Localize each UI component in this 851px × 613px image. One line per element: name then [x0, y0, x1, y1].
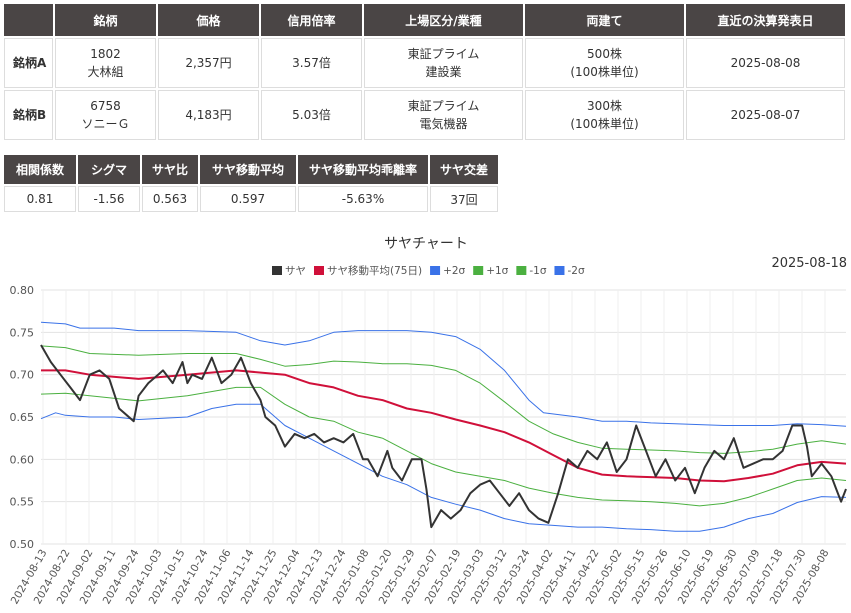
legend-label: サヤ [285, 265, 306, 277]
stock-code: 6758 [90, 99, 121, 113]
stock-name: ソニーＧ [81, 117, 130, 131]
earnings-date-cell: 2025-08-07 [686, 90, 845, 140]
stats-values: 0.81 -1.56 0.563 0.597 -5.63% 37回 [4, 186, 498, 212]
stat-deviation: -5.63% [298, 186, 428, 212]
stock-cell[interactable]: 6758 ソニーＧ [55, 90, 156, 140]
x-axis: 2024-08-132024-08-222024-09-022024-09-11… [9, 547, 832, 606]
legend-swatch [516, 266, 527, 275]
y-tick-label: 0.75 [10, 326, 35, 339]
legend-label: サヤ移動平均(75日) [327, 264, 422, 277]
sector: 建設業 [425, 65, 462, 79]
pair-table: 銘柄 価格 信用倍率 上場区分/業種 両建て 直近の決算発表日 銘柄A 1802… [2, 2, 847, 142]
stat-header-deviation: サヤ移動平均乖離率 [298, 155, 428, 184]
y-tick-label: 0.65 [10, 411, 35, 424]
header-earnings-date: 直近の決算発表日 [686, 4, 845, 36]
margin-ratio-cell: 3.57倍 [261, 38, 362, 88]
y-tick-label: 0.70 [10, 369, 35, 382]
market: 東証プライム [407, 99, 480, 113]
stat-sigma: -1.56 [78, 186, 140, 212]
chart-date: 2025-08-18 [771, 256, 847, 271]
stat-header-cross: サヤ交差 [430, 155, 498, 184]
stock-name: 大林組 [87, 65, 124, 79]
stat-header-ratio: サヤ比 [142, 155, 198, 184]
stats-header: 相関係数 シグマ サヤ比 サヤ移動平均 サヤ移動平均乖離率 サヤ交差 [4, 155, 498, 184]
header-hedge: 両建て [525, 4, 684, 36]
y-tick-label: 0.55 [10, 496, 35, 509]
legend-label: +2σ [443, 265, 465, 277]
header-margin-ratio: 信用倍率 [261, 4, 362, 36]
series-line--2σ [40, 403, 847, 532]
hedge-unit: (100株単位) [570, 117, 639, 131]
hedge-shares: 300株 [587, 99, 622, 113]
series-line-サヤ移動平均(75日) [41, 369, 847, 483]
legend-swatch [272, 266, 282, 275]
row-label: 銘柄A [4, 38, 53, 88]
hedge-unit: (100株単位) [570, 65, 639, 79]
market: 東証プライム [407, 47, 480, 61]
pair-table-header: 銘柄 価格 信用倍率 上場区分/業種 両建て 直近の決算発表日 [4, 4, 845, 36]
stat-header-sigma: シグマ [78, 155, 140, 184]
series-line-+1σ [40, 345, 847, 454]
header-market-sector: 上場区分/業種 [364, 4, 523, 36]
chart-title: サヤチャート [384, 236, 468, 252]
price-cell: 4,183円 [158, 90, 259, 140]
hedge-cell: 500株 (100株単位) [525, 38, 684, 88]
header-stock: 銘柄 [55, 4, 156, 36]
y-tick-label: 0.60 [10, 453, 35, 466]
legend-swatch [430, 266, 441, 275]
stat-header-moving-average: サヤ移動平均 [200, 155, 296, 184]
legend-label: -1σ [529, 265, 546, 277]
stock-cell[interactable]: 1802 大林組 [55, 38, 156, 88]
market-sector-cell: 東証プライム 電気機器 [364, 90, 523, 140]
legend-swatch [314, 266, 324, 275]
stock-row-a: 銘柄A 1802 大林組 2,357円 3.57倍 東証プライム 建設業 500株 (… [4, 38, 845, 88]
y-tick-label: 0.80 [10, 284, 35, 297]
price-cell: 2,357円 [158, 38, 259, 88]
stat-ratio: 0.563 [142, 186, 198, 212]
y-tick-label: 0.50 [10, 538, 35, 551]
series-line-サヤ [40, 344, 847, 529]
header-empty [4, 4, 53, 36]
legend-swatch [554, 266, 565, 275]
chart-legend: サヤ サヤ移動平均(75日) +2σ +1σ -1σ -2σ [272, 264, 585, 277]
series-line-+2σ [40, 321, 847, 427]
spread-chart: サヤチャート 2025-08-18 サヤ サヤ移動平均(75日) +2σ +1σ -1σ… [9, 236, 847, 606]
stat-header-correlation: 相関係数 [4, 155, 76, 184]
stats-table: 相関係数 シグマ サヤ比 サヤ移動平均 サヤ移動平均乖離率 サヤ交差 0.81 … [2, 153, 500, 214]
market-sector-cell: 東証プライム 建設業 [364, 38, 523, 88]
y-axis: 0.50 0.55 0.60 0.65 0.70 0.75 0.80 [10, 284, 35, 551]
legend-label: -2σ [567, 265, 584, 277]
legend-label: +1σ [486, 265, 508, 277]
stock-row-b: 銘柄B 6758 ソニーＧ 4,183円 5.03倍 東証プライム 電気機器 300… [4, 90, 845, 140]
chart-lines [40, 321, 847, 532]
hedge-cell: 300株 (100株単位) [525, 90, 684, 140]
stock-code: 1802 [90, 47, 121, 61]
earnings-date-cell: 2025-08-08 [686, 38, 845, 88]
header-price: 価格 [158, 4, 259, 36]
series-line--1σ [40, 386, 847, 507]
stat-cross: 37回 [430, 186, 498, 212]
stat-moving-average: 0.597 [200, 186, 296, 212]
row-label: 銘柄B [4, 90, 53, 140]
margin-ratio-cell: 5.03倍 [261, 90, 362, 140]
sector: 電気機器 [419, 117, 468, 131]
legend-swatch [473, 266, 484, 275]
hedge-shares: 500株 [587, 47, 622, 61]
stat-correlation: 0.81 [4, 186, 76, 212]
